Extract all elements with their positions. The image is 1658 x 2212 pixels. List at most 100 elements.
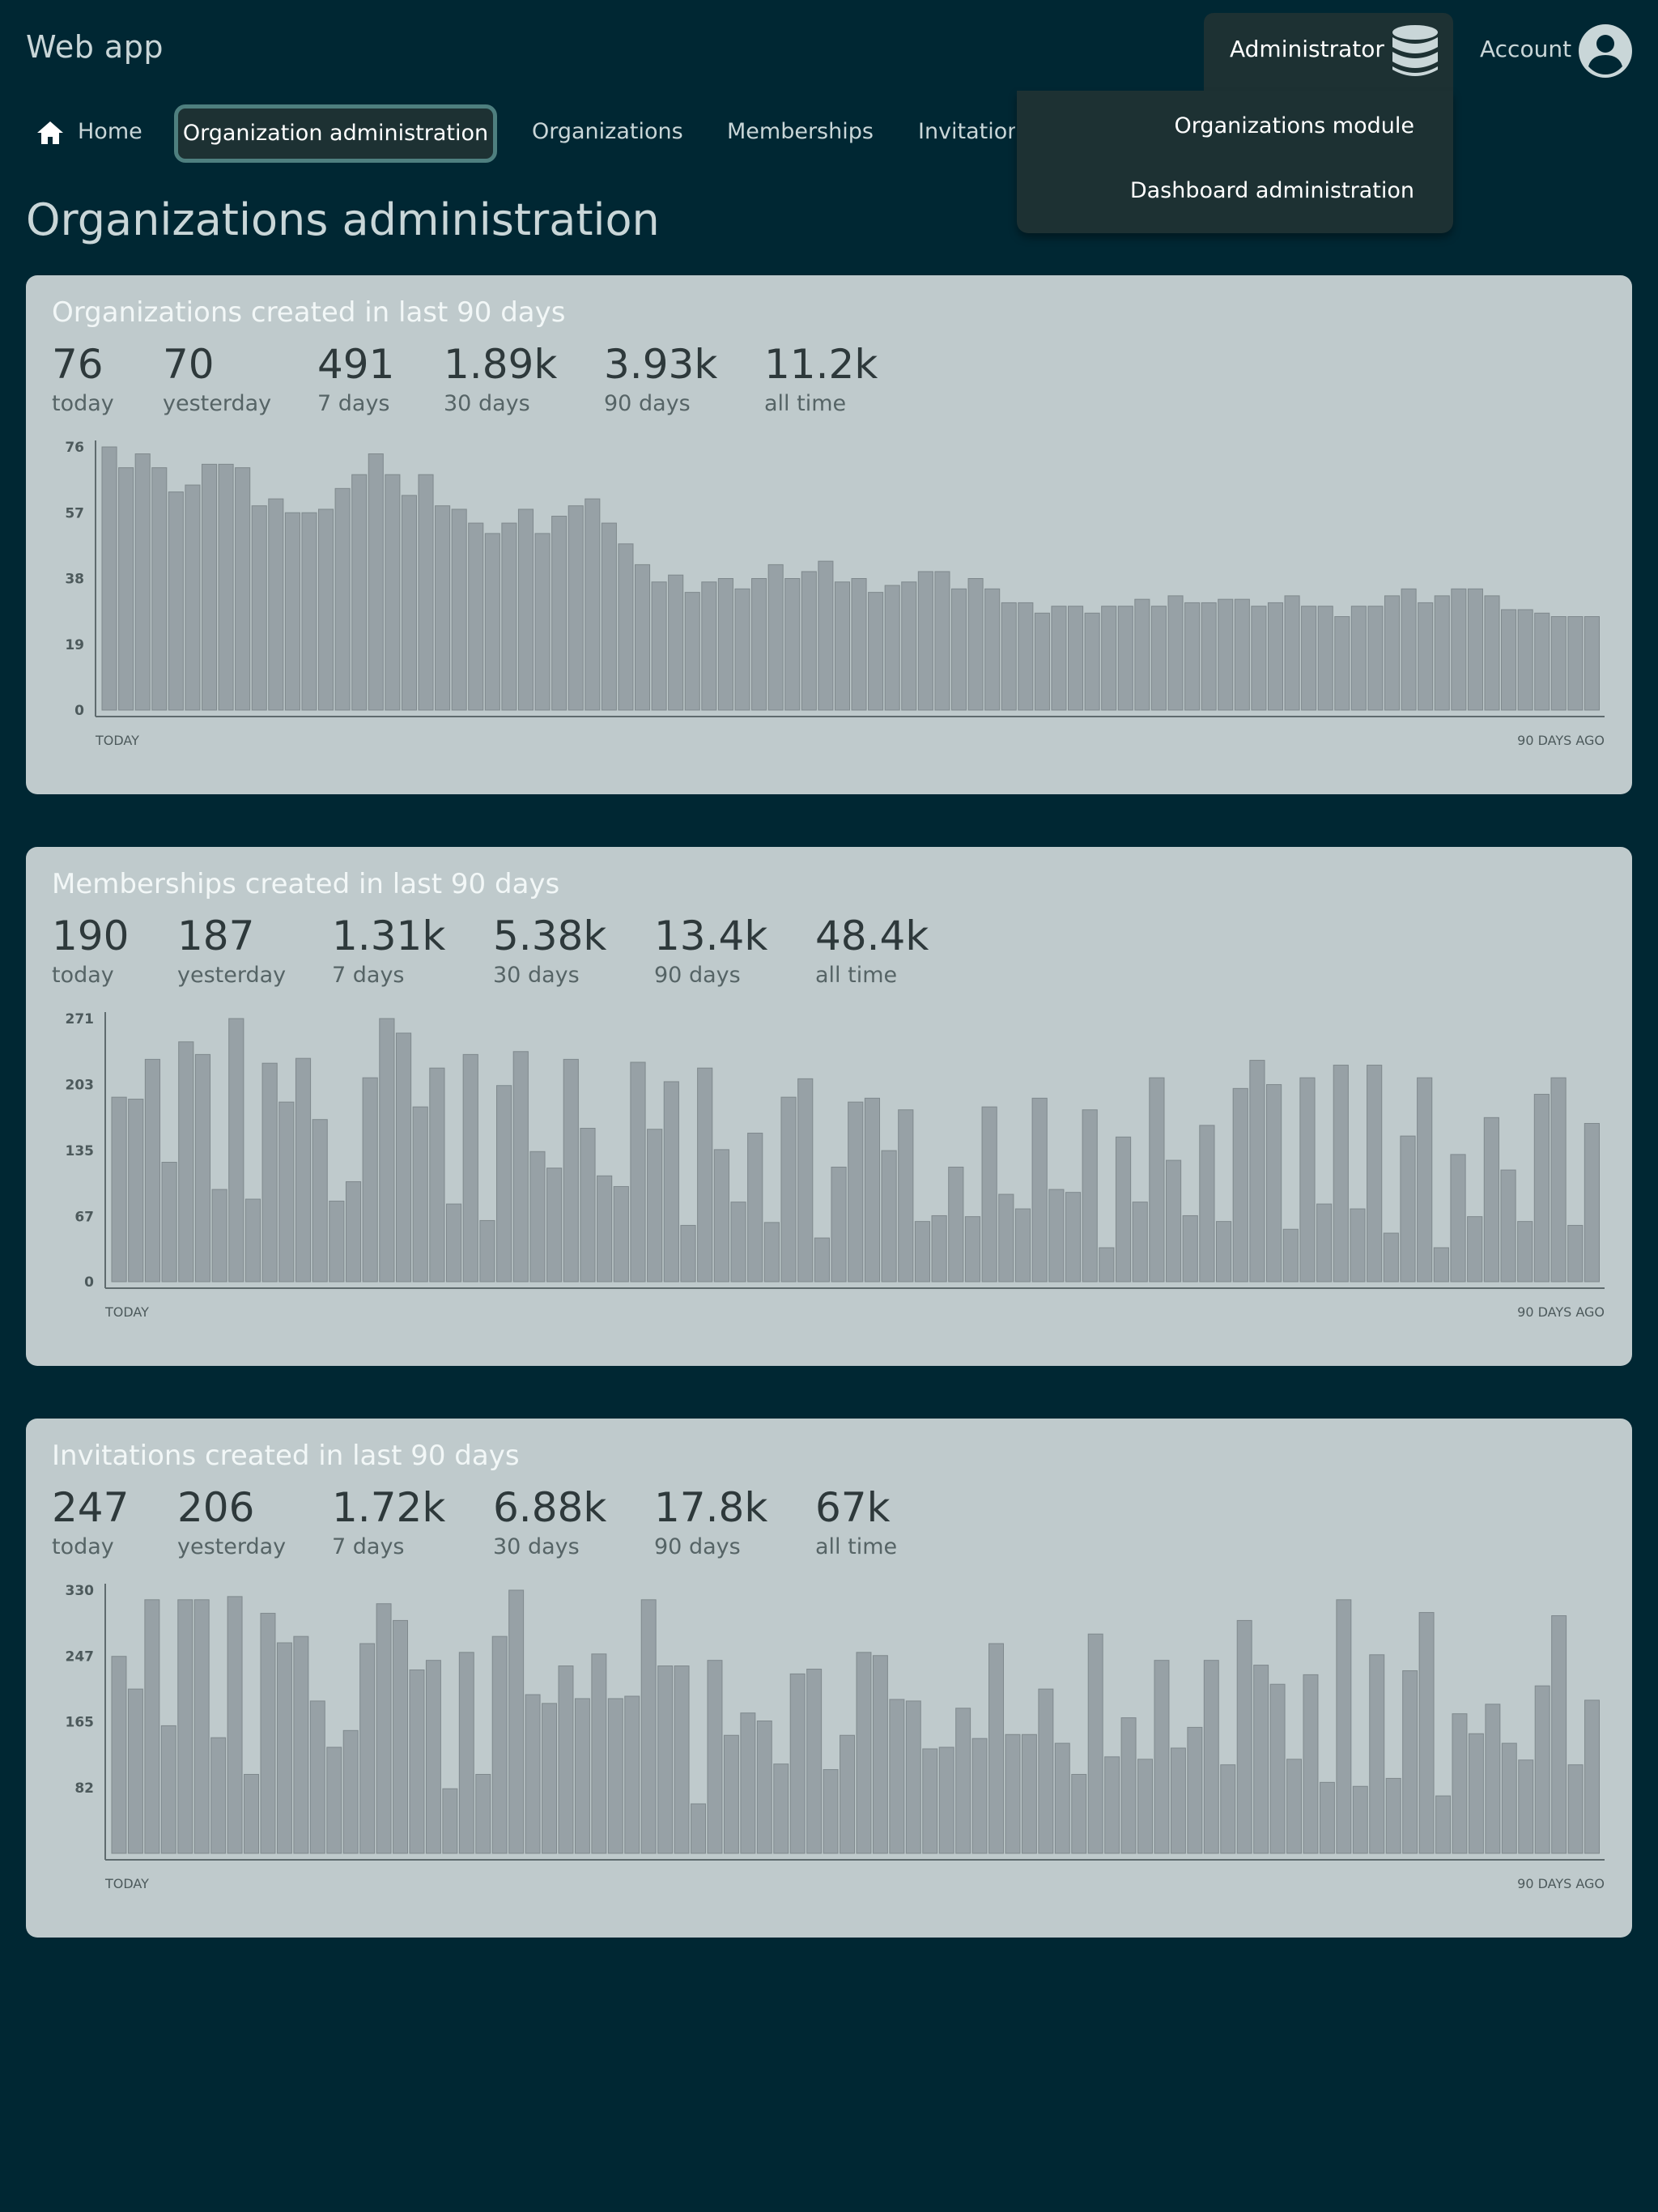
chart-bar bbox=[1034, 612, 1050, 711]
chart-bar bbox=[342, 1729, 359, 1854]
chart-bar bbox=[1401, 588, 1417, 711]
chart-bar bbox=[385, 474, 401, 711]
chart-bar bbox=[848, 1101, 864, 1283]
chart-bar bbox=[889, 1699, 905, 1854]
chart-bar bbox=[684, 592, 700, 711]
chart-bar bbox=[301, 512, 317, 711]
chart-bar bbox=[1199, 1125, 1215, 1283]
chart-bar bbox=[707, 1660, 723, 1854]
chart-bar bbox=[368, 453, 384, 711]
chart-bar bbox=[747, 1133, 763, 1283]
nav-organizations[interactable]: Organizations bbox=[532, 119, 683, 144]
stat-7-days: 1.72k 7 days bbox=[332, 1483, 445, 1563]
stat-label: 7 days bbox=[332, 963, 405, 988]
chart-bar bbox=[512, 1051, 529, 1283]
chart-bar bbox=[1299, 1077, 1316, 1283]
stat-90-days: 3.93k 90 days bbox=[604, 340, 717, 419]
chart-bar bbox=[185, 484, 201, 711]
chart-bar bbox=[1584, 1123, 1600, 1283]
chart-bar bbox=[376, 1603, 392, 1854]
stat-all-time: 67k all time bbox=[815, 1483, 897, 1563]
chart-bar bbox=[1450, 1154, 1466, 1283]
chart-bar bbox=[651, 581, 667, 711]
stat-label: 90 days bbox=[604, 391, 691, 416]
chart-bar bbox=[235, 467, 251, 711]
x-start-label: TODAY bbox=[104, 1304, 149, 1320]
chart-bar bbox=[701, 581, 717, 711]
chart-bar bbox=[1170, 1747, 1186, 1854]
chart-bar bbox=[1518, 1759, 1534, 1854]
nav-invitations[interactable]: Invitations bbox=[918, 119, 1015, 144]
chart-bar bbox=[663, 1081, 679, 1283]
chart-bar bbox=[429, 1067, 445, 1283]
chart-bar bbox=[1517, 609, 1533, 711]
y-tick-label: 0 bbox=[84, 1274, 94, 1291]
stat-value: 1.31k bbox=[332, 912, 446, 959]
chart-bar bbox=[517, 508, 534, 711]
chart-bar bbox=[801, 571, 817, 711]
stat-label: 30 days bbox=[493, 1534, 580, 1559]
chart-bar bbox=[468, 522, 484, 711]
chart-bar bbox=[1232, 1087, 1248, 1283]
chart-bar bbox=[295, 1057, 312, 1283]
chart-bar bbox=[268, 498, 284, 711]
chart-bar bbox=[697, 1067, 713, 1283]
dropdown-item-organizations-module[interactable]: Organizations module bbox=[1174, 113, 1414, 138]
page-title: Organizations administration bbox=[26, 194, 660, 245]
chart-bar bbox=[345, 1180, 362, 1283]
stat-label: 90 days bbox=[654, 1534, 741, 1559]
chart-bar bbox=[211, 1189, 227, 1283]
chart-bar bbox=[1534, 1685, 1550, 1854]
stat-value: 13.4k bbox=[654, 912, 768, 959]
chart-bar bbox=[967, 578, 984, 711]
chart-bar bbox=[574, 1698, 590, 1854]
chart-bar bbox=[395, 1032, 412, 1283]
chart-bar bbox=[101, 446, 117, 711]
chart-bar bbox=[634, 564, 651, 711]
stat-90-days: 17.8k 90 days bbox=[654, 1483, 767, 1563]
account-circle-icon[interactable] bbox=[1579, 24, 1632, 78]
dropdown-item-dashboard-administration[interactable]: Dashboard administration bbox=[1129, 178, 1414, 203]
chart-bar bbox=[261, 1062, 278, 1283]
chart-bar bbox=[591, 1653, 607, 1854]
chart-bar bbox=[1434, 595, 1450, 711]
stat-today: 247 today bbox=[52, 1483, 129, 1563]
chart-bar bbox=[161, 1161, 177, 1283]
chart-bar bbox=[1087, 1633, 1103, 1854]
stat-all-time: 48.4k all time bbox=[815, 912, 929, 991]
y-tick-label: 76 bbox=[65, 440, 84, 456]
chart-bar bbox=[756, 1721, 772, 1854]
chart-bar bbox=[1435, 1795, 1452, 1854]
stat-label: today bbox=[52, 963, 114, 988]
chart-bar bbox=[734, 588, 750, 711]
chart-bar bbox=[1215, 1221, 1232, 1283]
account-label[interactable]: Account bbox=[1480, 36, 1572, 62]
chart-bar bbox=[1104, 1756, 1120, 1854]
chart-bar bbox=[496, 1085, 512, 1283]
stat-label: 7 days bbox=[317, 391, 390, 416]
chart-bar bbox=[193, 1599, 210, 1854]
chart-bar bbox=[1099, 1247, 1115, 1283]
stat-yesterday: 206 yesterday bbox=[177, 1483, 286, 1563]
chart-bar bbox=[1150, 606, 1167, 711]
chart-bar bbox=[111, 1096, 127, 1283]
home-icon bbox=[37, 121, 63, 144]
stat-value: 6.88k bbox=[493, 1484, 607, 1531]
chart-bar bbox=[1005, 1733, 1021, 1854]
database-icon bbox=[1392, 25, 1438, 76]
chart-bar bbox=[1369, 1654, 1385, 1854]
chart-bar bbox=[201, 463, 218, 711]
chart-bar bbox=[814, 1237, 830, 1283]
nav-memberships[interactable]: Memberships bbox=[727, 119, 874, 144]
chart-bar bbox=[479, 1219, 495, 1283]
stat-30-days: 1.89k 30 days bbox=[444, 340, 557, 419]
chart-bar bbox=[730, 1202, 746, 1283]
stat-label: 90 days bbox=[654, 963, 741, 988]
chart-bar bbox=[868, 592, 884, 711]
chart-bar bbox=[111, 1656, 127, 1854]
chart-bar bbox=[948, 1166, 964, 1283]
chart-bar bbox=[542, 1703, 557, 1854]
nav-organization-administration[interactable]: Organization administration bbox=[174, 104, 497, 163]
chart-bar bbox=[168, 491, 184, 711]
chart-bar bbox=[1021, 1733, 1037, 1854]
